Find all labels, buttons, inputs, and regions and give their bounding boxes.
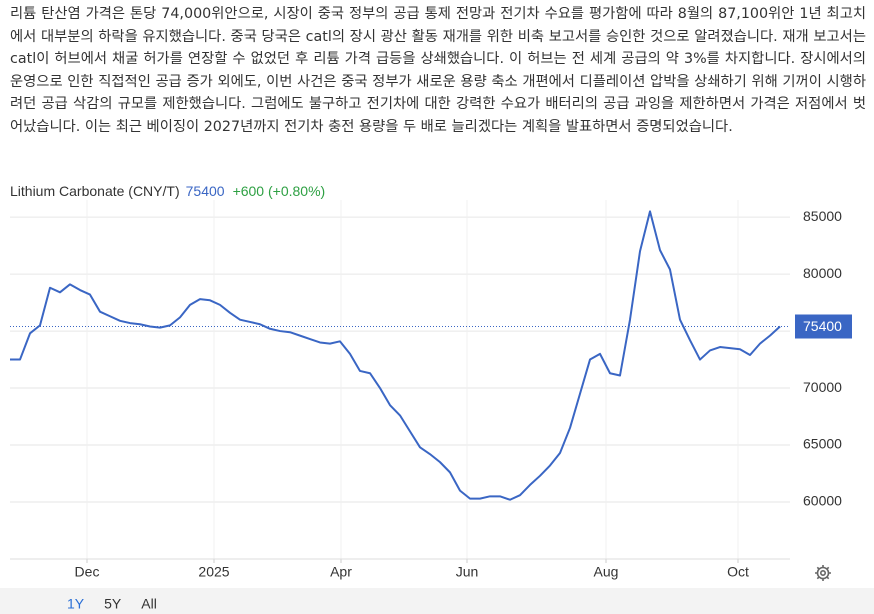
x-tick-label: Jun bbox=[456, 564, 479, 580]
y-tick-label: 85000 bbox=[803, 208, 842, 224]
y-tick-label: 80000 bbox=[803, 265, 842, 281]
settings-icon[interactable] bbox=[815, 565, 831, 581]
last-value-label: 75400 bbox=[803, 318, 842, 334]
price-line bbox=[10, 210, 781, 501]
legend-change: +600 (+0.80%) bbox=[233, 183, 326, 199]
last-value-box bbox=[795, 314, 852, 339]
x-tick-label: Oct bbox=[727, 564, 749, 580]
article-text: 리튬 탄산염 가격은 톤당 74,000위안으로, 시장이 중국 정부의 공급 … bbox=[10, 6, 866, 135]
legend: Lithium Carbonate (CNY/T) 75400 +600 (+0.8… bbox=[10, 183, 325, 199]
y-tick-label: 65000 bbox=[803, 436, 842, 452]
x-tick-label: Apr bbox=[330, 564, 352, 580]
range-button[interactable]: 5Y bbox=[104, 596, 122, 612]
button-bar bbox=[0, 588, 874, 614]
y-tick-label: 70000 bbox=[803, 379, 842, 395]
legend-name: Lithium Carbonate (CNY/T) bbox=[10, 183, 180, 199]
range-button[interactable]: All bbox=[141, 596, 157, 612]
range-button[interactable]: 1Y bbox=[67, 596, 85, 612]
x-tick-label: Aug bbox=[594, 564, 619, 580]
x-tick-label: Dec bbox=[75, 564, 100, 580]
x-tick-label: 2025 bbox=[198, 564, 229, 580]
y-tick-label: 60000 bbox=[803, 493, 842, 509]
legend-value: 75400 bbox=[186, 183, 225, 199]
